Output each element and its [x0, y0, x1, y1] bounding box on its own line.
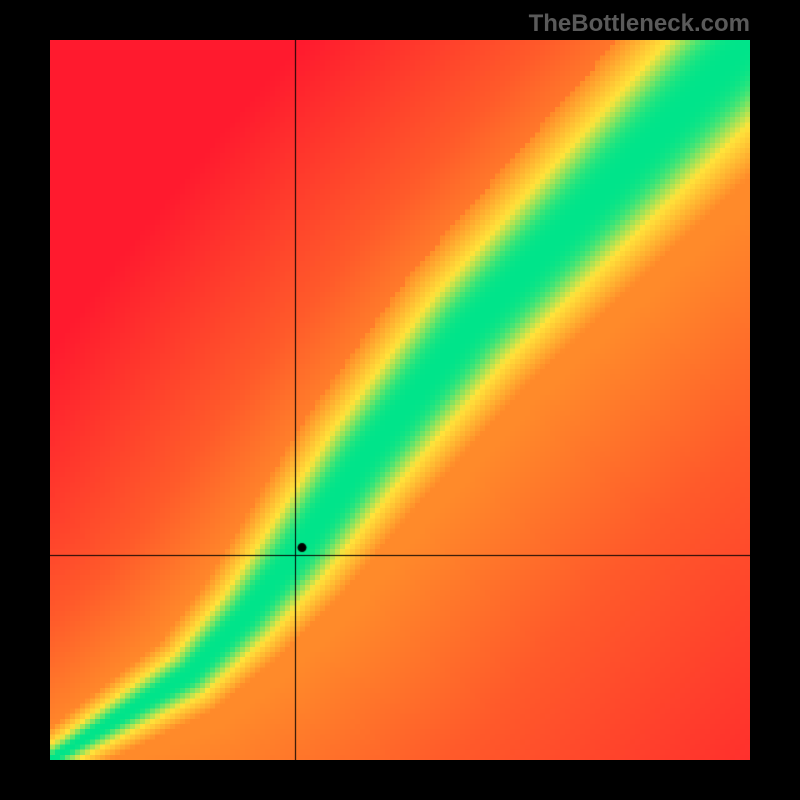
crosshair-overlay [50, 40, 750, 760]
figure-container: TheBottleneck.com [0, 0, 800, 800]
watermark-text: TheBottleneck.com [529, 10, 750, 38]
